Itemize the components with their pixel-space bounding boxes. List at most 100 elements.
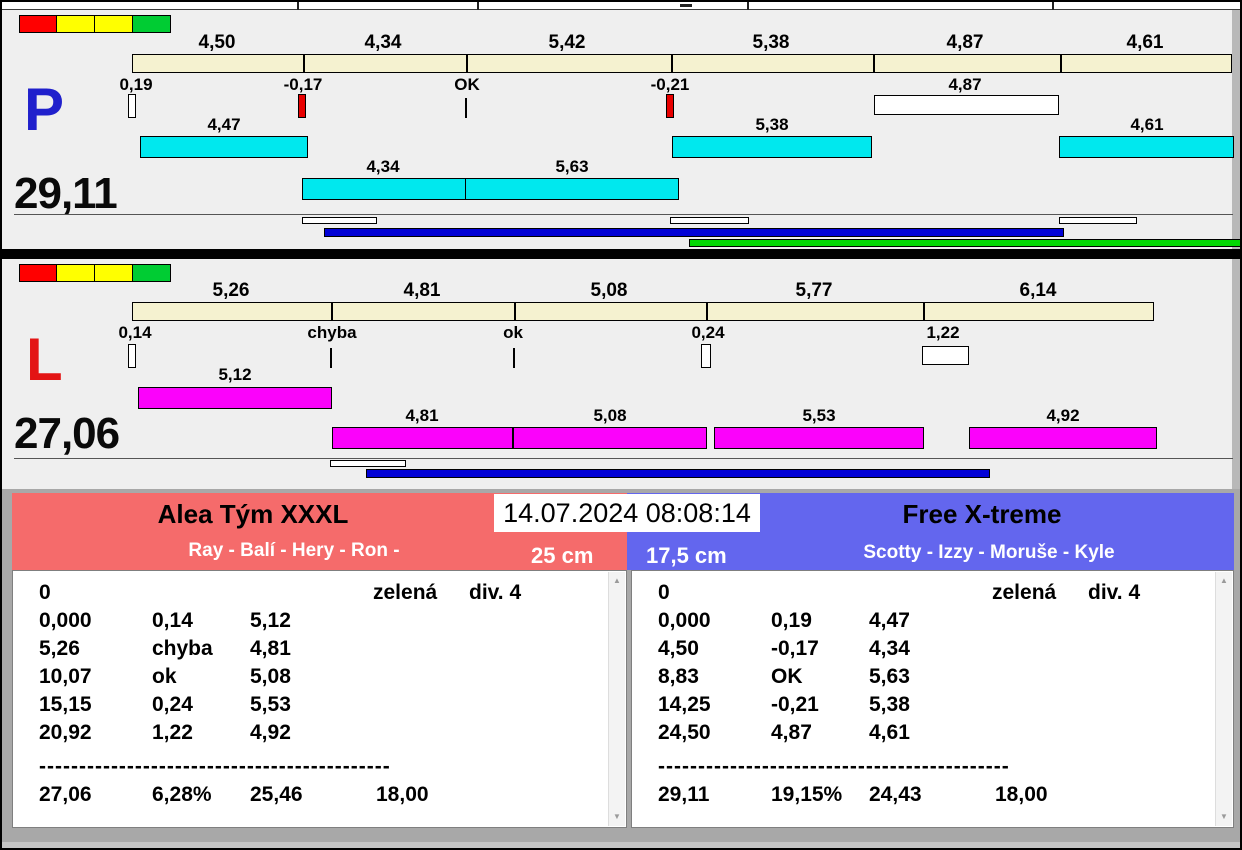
log-row: 8,83 OK 5,63 xyxy=(632,663,1215,691)
scale-tick xyxy=(466,54,468,73)
scroll-down-arrow-icon[interactable]: ▼ xyxy=(1220,812,1228,821)
scale-label: 4,50 xyxy=(198,32,236,53)
log-cell: zelená xyxy=(373,581,438,604)
split-bar-label: 4,34 xyxy=(366,157,400,176)
log-cell: 5,53 xyxy=(250,693,291,716)
log-cell: 4,92 xyxy=(250,721,291,744)
lane-divider xyxy=(2,249,1240,259)
scale-tick xyxy=(923,302,925,321)
offset-bar-white xyxy=(922,346,969,365)
lane-total-l: 27,06 xyxy=(14,409,120,458)
offset-mark-white xyxy=(701,344,711,368)
offset-label: ok xyxy=(503,323,523,342)
log-content: 0 zelená div. 4 0,000 0,14 5,12 5,26 chy… xyxy=(13,579,608,809)
placeholder-bar-white xyxy=(302,217,377,224)
log-cell: zelená xyxy=(992,581,1057,604)
lane-total-p: 29,11 xyxy=(14,169,118,218)
log-total-row: 29,11 19,15% 24,43 18,00 xyxy=(632,781,1215,809)
offset-label: chyba xyxy=(307,323,357,342)
scale-tick xyxy=(331,302,333,321)
scale-label: 4,61 xyxy=(1126,32,1164,53)
log-cell: 8,83 xyxy=(658,665,699,688)
split-bar-label: 5,38 xyxy=(755,115,789,134)
traffic-light-green xyxy=(133,15,171,33)
offset-mark-line xyxy=(513,348,515,368)
results-log-left[interactable]: 0 zelená div. 4 0,000 0,14 5,12 5,26 chy… xyxy=(12,570,627,828)
log-cell: 4,61 xyxy=(869,721,910,744)
offset-label: 1,22 xyxy=(926,323,960,342)
scroll-down-arrow-icon[interactable]: ▼ xyxy=(613,812,621,821)
window-bottom-edge xyxy=(2,842,1240,848)
log-size-right: 17,5 cm xyxy=(646,543,727,568)
log-cell: 25,46 xyxy=(250,783,303,806)
scroll-up-arrow-icon[interactable]: ▲ xyxy=(613,576,621,585)
offset-mark-red xyxy=(298,94,306,118)
lane-letter-p: P xyxy=(24,76,65,143)
split-bar-magenta xyxy=(138,387,332,409)
scrollbar[interactable]: ▲ ▼ xyxy=(608,572,625,826)
split-bar-label: 4,61 xyxy=(1130,115,1164,134)
team-members-right: Scotty - Izzy - Moruše - Kyle xyxy=(863,542,1115,563)
traffic-light-yellow xyxy=(57,15,95,33)
traffic-light-yellow xyxy=(95,15,133,33)
split-bar-label: 4,81 xyxy=(405,406,439,425)
split-bar-cyan xyxy=(302,178,466,200)
results-log-right[interactable]: 0 zelená div. 4 0,000 0,19 4,47 4,50 -0,… xyxy=(631,570,1234,828)
log-cell: 0,000 xyxy=(658,609,711,632)
log-cell: OK xyxy=(771,665,803,688)
offset-label: OK xyxy=(454,75,480,94)
log-cell: 4,81 xyxy=(250,637,291,660)
log-cell: 14,25 xyxy=(658,693,711,716)
log-row: 10,07 ok 5,08 xyxy=(13,663,608,691)
team-name-right: Free X-treme xyxy=(902,499,1062,529)
log-cell: 5,08 xyxy=(250,665,291,688)
split-bar-cyan xyxy=(140,136,308,158)
offset-label: -0,17 xyxy=(283,75,323,94)
log-cell: 4,87 xyxy=(771,721,812,744)
log-cell: 20,92 xyxy=(39,721,92,744)
log-row: 14,25 -0,21 5,38 xyxy=(632,691,1215,719)
traffic-light-red xyxy=(19,264,57,282)
log-row: 0,000 0,19 4,47 xyxy=(632,607,1215,635)
offset-mark-red xyxy=(666,94,674,118)
log-cell: 19,15% xyxy=(771,783,843,806)
log-cell: ok xyxy=(152,665,177,688)
placeholder-bar-white xyxy=(670,217,749,224)
window-edge-tick xyxy=(297,2,299,10)
offset-label: 0,14 xyxy=(118,323,152,342)
log-cell: 24,43 xyxy=(869,783,922,806)
split-bar-label: 5,12 xyxy=(218,365,252,384)
log-cell: 10,07 xyxy=(39,665,92,688)
traffic-light-strip-p xyxy=(19,15,171,33)
offset-label: 0,24 xyxy=(691,323,725,342)
offset-mark-white xyxy=(128,344,136,368)
scale-label: 4,34 xyxy=(364,32,402,53)
log-cell: 0,000 xyxy=(39,609,92,632)
log-row: 4,50 -0,17 4,34 xyxy=(632,635,1215,663)
log-cell: 24,50 xyxy=(658,721,711,744)
log-cell: -0,21 xyxy=(771,693,819,716)
scrollbar[interactable]: ▲ ▼ xyxy=(1215,572,1232,826)
scale-label: 5,26 xyxy=(212,280,250,301)
traffic-light-green xyxy=(133,264,171,282)
offset-mark-line xyxy=(465,98,467,118)
log-cell: 6,28% xyxy=(152,783,212,806)
log-cell: div. 4 xyxy=(1088,581,1141,604)
log-row: 0,000 0,14 5,12 xyxy=(13,607,608,635)
log-content: 0 zelená div. 4 0,000 0,19 4,47 4,50 -0,… xyxy=(632,579,1215,809)
log-row: 24,50 4,87 4,61 xyxy=(632,719,1215,747)
split-bar-magenta xyxy=(714,427,924,449)
log-cell: 5,63 xyxy=(869,665,910,688)
log-cell: 0,24 xyxy=(152,693,193,716)
split-bar-label: 5,08 xyxy=(593,406,627,425)
scroll-up-arrow-icon[interactable]: ▲ xyxy=(1220,576,1228,585)
log-cell: 5,38 xyxy=(869,693,910,716)
log-size-left: 25 cm xyxy=(531,543,594,568)
team-name-left: Alea Tým XXXL xyxy=(157,499,349,529)
log-cell: 15,15 xyxy=(39,693,92,716)
split-bar-label: 4,92 xyxy=(1046,406,1080,425)
log-row: 15,15 0,24 5,53 xyxy=(13,691,608,719)
scale-tick xyxy=(514,302,516,321)
log-divider: ----------------------------------------… xyxy=(39,755,391,778)
